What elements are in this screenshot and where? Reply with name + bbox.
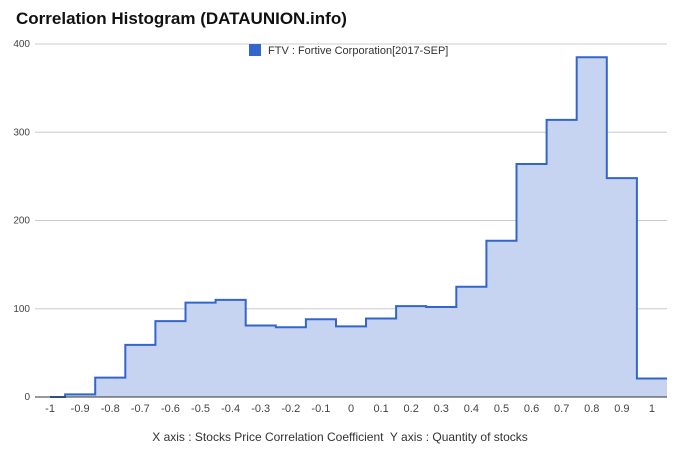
- y-tick-label: 0: [24, 392, 30, 403]
- x-tick-label: 0.5: [494, 403, 509, 415]
- x-tick-label: -0.5: [191, 403, 210, 415]
- x-tick-label: -0.2: [281, 403, 300, 415]
- x-axis-ticks: -1 -0.9 -0.8 -0.7 -0.6 -0.5 -0.4 -0.3 -0.2 -0.1 0 0…: [45, 403, 655, 415]
- x-tick-label: -0.3: [251, 403, 270, 415]
- x-tick-label: -0.7: [131, 403, 150, 415]
- y-tick-label: 200: [13, 216, 30, 227]
- x-tick-label: 0.4: [464, 403, 479, 415]
- x-tick-label: -0.4: [221, 403, 240, 415]
- x-tick-label: -0.1: [311, 403, 330, 415]
- x-tick-label: 0.3: [434, 403, 449, 415]
- x-tick-label: 0: [348, 403, 354, 415]
- chart-title: Correlation Histogram (DATAUNION.info): [16, 9, 347, 28]
- legend-label: FTV : Fortive Corporation[2017-SEP]: [268, 45, 448, 57]
- x-tick-label: 0.6: [524, 403, 539, 415]
- legend[interactable]: FTV : Fortive Corporation[2017-SEP]: [249, 44, 448, 57]
- x-tick-label: 0.1: [373, 403, 388, 415]
- x-tick-label: 0.2: [404, 403, 419, 415]
- y-tick-label: 300: [13, 127, 30, 138]
- x-tick-label: 0.9: [614, 403, 629, 415]
- x-tick-label: 0.8: [584, 403, 599, 415]
- x-tick-label: -0.9: [71, 403, 90, 415]
- x-tick-label: -0.8: [101, 403, 120, 415]
- x-tick-label: -0.6: [161, 403, 180, 415]
- y-tick-label: 100: [13, 304, 30, 315]
- legend-swatch: [249, 44, 261, 56]
- y-tick-label: 400: [13, 39, 30, 50]
- x-tick-label: 0.7: [554, 403, 569, 415]
- x-tick-label: -1: [45, 403, 55, 415]
- histogram-line: [50, 56, 667, 398]
- y-axis-ticks: 0 100 200 300 400: [13, 39, 30, 403]
- axis-caption: X axis : Stocks Price Correlation Coeffi…: [152, 430, 528, 444]
- histogram-area: [50, 57, 667, 397]
- x-tick-label: 1: [649, 403, 655, 415]
